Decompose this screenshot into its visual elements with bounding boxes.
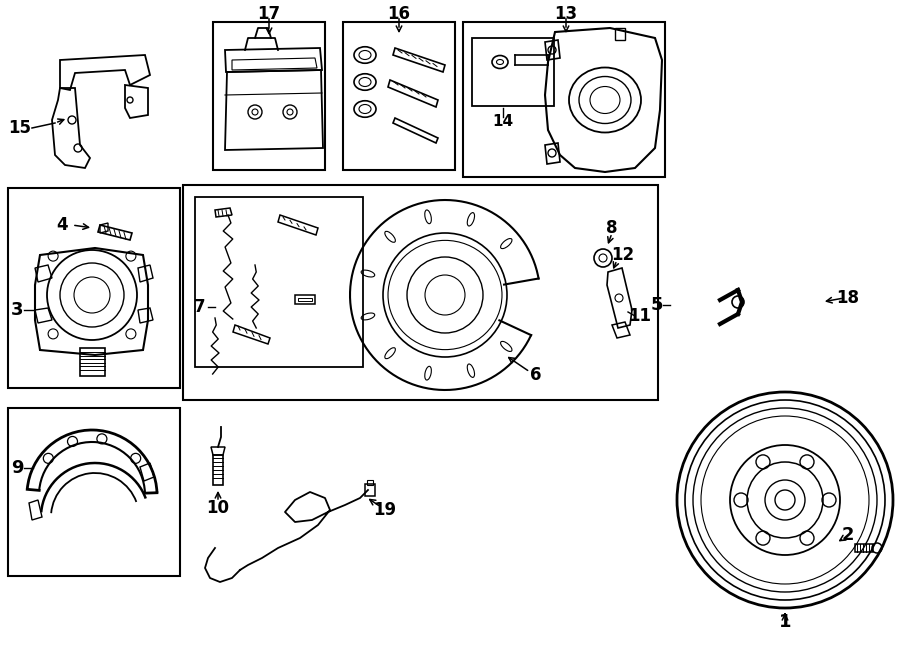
Bar <box>195 197 363 367</box>
Bar <box>365 484 375 496</box>
Text: 17: 17 <box>257 5 281 23</box>
Text: 2: 2 <box>842 526 854 544</box>
Bar <box>8 188 180 388</box>
Text: 18: 18 <box>836 289 860 307</box>
Bar <box>295 295 315 304</box>
Bar <box>8 408 180 576</box>
Bar <box>183 185 658 400</box>
Text: 9: 9 <box>11 459 23 477</box>
Text: 12: 12 <box>611 246 634 264</box>
Text: 16: 16 <box>388 5 410 23</box>
Bar <box>298 298 312 301</box>
Text: 11: 11 <box>628 307 652 325</box>
Bar <box>213 22 325 170</box>
Text: 3: 3 <box>11 301 23 319</box>
Bar <box>343 22 455 170</box>
Text: 5: 5 <box>651 296 663 314</box>
Text: 10: 10 <box>206 499 230 517</box>
Text: 8: 8 <box>607 219 617 237</box>
Text: 7: 7 <box>194 298 206 316</box>
Text: 4: 4 <box>56 216 68 234</box>
Text: 6: 6 <box>530 366 542 384</box>
Bar <box>367 480 373 485</box>
Text: 14: 14 <box>492 114 514 130</box>
Bar <box>213 455 223 485</box>
Text: 1: 1 <box>778 613 791 631</box>
Bar <box>472 38 554 106</box>
Text: 15: 15 <box>8 119 32 137</box>
Text: 19: 19 <box>374 501 397 519</box>
Bar <box>80 348 105 376</box>
Text: 13: 13 <box>554 5 578 23</box>
Bar <box>463 22 665 177</box>
